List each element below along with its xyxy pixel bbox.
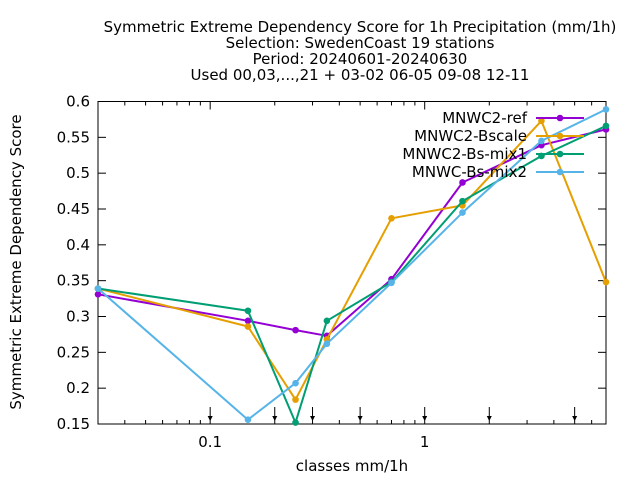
threshold-arrow-head — [486, 416, 492, 421]
legend-entry: MNWC2-ref — [442, 109, 584, 127]
series-point — [388, 279, 395, 287]
legend: MNWC2-refMNWC2-BscaleMNWC2-Bs-mix1MNWC-B… — [402, 109, 584, 181]
threshold-arrow-head — [310, 416, 316, 421]
legend-marker — [556, 132, 564, 140]
y-tick-label: 0.55 — [57, 128, 90, 146]
y-axis: 0.15 0.2 0.25 0.3 0.35 0.4 0.45 0.5 0.55 0.6 — [57, 93, 606, 433]
x-tick-label: 1 — [420, 433, 430, 451]
legend-marker — [556, 114, 564, 122]
series-point — [292, 379, 299, 387]
title-line-2: Selection: SwedenCoast 19 stations — [226, 34, 495, 52]
threshold-arrow — [310, 407, 316, 421]
legend-marker — [556, 150, 564, 158]
y-axis-label: Symmetric Extreme Dependency Score — [7, 114, 25, 409]
threshold-arrow-head — [357, 416, 363, 421]
threshold-arrow — [272, 407, 278, 421]
threshold-arrow — [572, 407, 578, 421]
series-point — [459, 197, 466, 205]
plot-frame — [97, 101, 607, 425]
series-line — [97, 124, 607, 424]
series-3 — [94, 106, 610, 424]
series-point — [459, 179, 466, 186]
series-point — [94, 285, 102, 292]
series-line — [97, 128, 607, 337]
series-point — [292, 326, 299, 334]
y-tick-label: 0.35 — [57, 272, 90, 290]
y-tick-label: 0.6 — [66, 93, 90, 111]
series-point — [244, 323, 252, 330]
legend-entry: MNWC2-Bs-mix1 — [402, 145, 584, 163]
series-point — [459, 209, 466, 216]
series-point — [602, 122, 610, 130]
y-tick-label: 0.25 — [57, 343, 90, 361]
series-point — [244, 416, 252, 424]
x-axis-label: classes mm/1h — [296, 457, 408, 475]
y-tick-label: 0.2 — [66, 379, 90, 397]
threshold-arrow — [486, 407, 492, 421]
y-tick-label: 0.4 — [66, 236, 90, 254]
series-line — [97, 119, 607, 401]
series-point — [323, 340, 331, 348]
series-point — [538, 117, 545, 125]
threshold-arrow — [422, 407, 428, 421]
title-line-3: Period: 20240601-20240630 — [253, 50, 468, 68]
threshold-arrow — [357, 407, 363, 421]
x-axis: 0.1 1 — [124, 101, 607, 451]
series-point — [388, 215, 395, 222]
series-line — [97, 108, 607, 421]
threshold-arrows — [207, 407, 578, 421]
legend-entry: MNWC2-Bscale — [414, 127, 584, 145]
threshold-arrow-head — [272, 416, 278, 421]
title-line-4: Used 00,03,...,21 + 03-02 06-05 09-08 12… — [191, 66, 530, 84]
y-tick-label: 0.45 — [57, 200, 90, 218]
series-point — [538, 137, 545, 145]
series-point — [602, 106, 610, 113]
y-tick-label: 0.5 — [66, 164, 90, 182]
series-point — [292, 396, 299, 403]
series-layer — [94, 106, 610, 426]
threshold-arrow-head — [422, 416, 428, 421]
legend-entry: MNWC-Bs-mix2 — [412, 163, 584, 181]
threshold-arrow-head — [572, 416, 578, 421]
threshold-arrow-head — [207, 416, 213, 421]
x-tick-label: 0.1 — [198, 433, 222, 451]
series-point — [602, 278, 610, 286]
legend-label: MNWC2-Bscale — [414, 127, 527, 145]
series-2 — [94, 122, 610, 426]
y-tick-label: 0.15 — [57, 415, 90, 433]
y-tick-label: 0.3 — [66, 308, 90, 326]
series-point — [292, 419, 299, 426]
series-point — [323, 317, 331, 325]
legend-label: MNWC2-ref — [442, 109, 527, 127]
series-point — [244, 317, 252, 325]
legend-label: MNWC2-Bs-mix1 — [402, 145, 527, 163]
chart-title: Symmetric Extreme Dependency Score for 1… — [104, 18, 617, 84]
legend-label: MNWC-Bs-mix2 — [412, 163, 527, 181]
title-line-1: Symmetric Extreme Dependency Score for 1… — [104, 18, 617, 36]
series-point — [244, 307, 252, 315]
threshold-arrow — [207, 407, 213, 421]
legend-marker — [556, 168, 564, 176]
series-point — [94, 290, 102, 298]
